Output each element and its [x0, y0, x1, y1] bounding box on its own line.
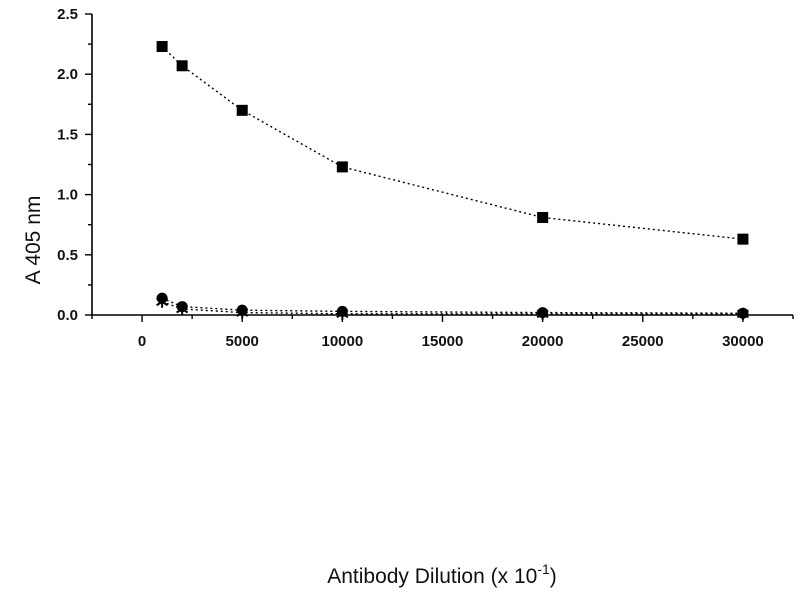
y-tick-label: 0.0 [57, 307, 78, 324]
x-axis-title-superscript: -1 [537, 561, 550, 577]
series-star-point [536, 307, 549, 320]
series-star-line [161, 301, 743, 315]
x-tick-label: 10000 [321, 333, 363, 350]
y-axis-title: A 405 nm [22, 196, 45, 285]
series-star-point [336, 307, 349, 320]
y-tick-label: 2.0 [57, 66, 78, 83]
star-arm [336, 309, 349, 319]
y-tick-label: 1.0 [57, 187, 78, 204]
series-square-point [156, 41, 168, 53]
series-lines [161, 46, 744, 315]
star-arm [156, 297, 169, 307]
y-tick-label: 0.5 [57, 247, 78, 264]
series-star-point [736, 307, 749, 320]
series-square-point [236, 104, 248, 116]
series-square-line [161, 46, 744, 240]
star-arm [176, 304, 189, 314]
x-axis-title-main: Antibody Dilution (x 10 [327, 565, 537, 588]
markers [156, 41, 749, 320]
series-star-point [176, 302, 189, 315]
series-square-point [737, 233, 749, 245]
series-square-point [176, 60, 188, 72]
axes [91, 14, 793, 316]
x-axis-title: Antibody Dilution (x 10-1) [327, 561, 557, 588]
series-square-point [336, 161, 348, 173]
series-square-point [537, 211, 549, 223]
x-tick-label: 20000 [522, 333, 564, 350]
star-arm [236, 308, 249, 317]
x-tick-label: 0 [138, 333, 146, 350]
star-arm [736, 309, 749, 319]
series-star-point [156, 295, 169, 308]
star-arm [536, 309, 549, 319]
x-tick-label: 25000 [622, 333, 664, 350]
x-tick-label: 30000 [722, 333, 764, 350]
x-tick-label: 15000 [422, 333, 464, 350]
ticks: 0 5000 10000 15000 20000 25000 30000 0.0 0.5 1.0 1… [57, 6, 794, 350]
x-tick-label: 5000 [226, 333, 259, 350]
series-star-point [236, 306, 249, 319]
x-axis-title-close: ) [550, 565, 557, 588]
y-tick-label: 2.5 [57, 6, 78, 23]
y-tick-label: 1.5 [57, 126, 78, 143]
series-circle-line [161, 297, 743, 314]
